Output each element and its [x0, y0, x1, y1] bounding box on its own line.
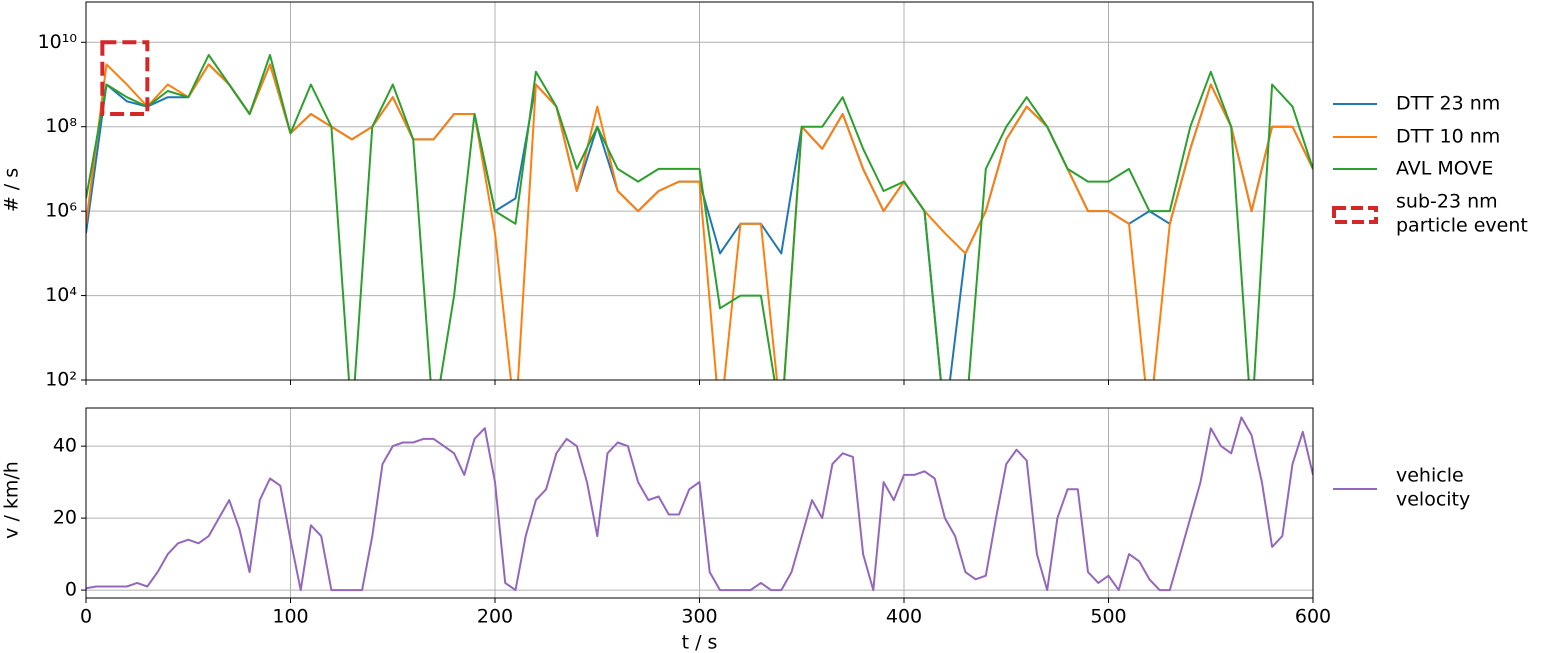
series-line — [86, 54, 1313, 380]
legend-label: sub-23 nm — [1396, 191, 1498, 213]
x-tick-label: 500 — [1090, 606, 1126, 628]
x-tick-label: 400 — [886, 606, 922, 628]
axes-frame — [85, 1, 1314, 381]
legend-label: vehicle — [1396, 465, 1464, 487]
axes-frame — [85, 407, 1314, 599]
x-tick-label: 300 — [681, 606, 717, 628]
y-tick-label: 0 — [65, 579, 77, 601]
y-tick-label: 10¹⁰ — [38, 31, 77, 53]
y-tick-label: 10⁶ — [45, 200, 77, 222]
x-tick-label: 100 — [272, 606, 308, 628]
y-tick-label: 10⁴ — [45, 284, 77, 306]
y-axis-label: v / km/h — [1, 461, 23, 539]
legend-label: particle event — [1396, 215, 1528, 237]
y-tick-label: 10⁸ — [45, 115, 77, 137]
y-tick-label: 40 — [53, 435, 77, 457]
legend-label: DTT 10 nm — [1396, 126, 1500, 148]
y-axis-label: # / s — [1, 168, 23, 212]
legend-swatch — [1332, 206, 1378, 224]
y-tick-label: 10² — [45, 369, 77, 391]
annotation-box — [100, 40, 150, 117]
y-tick-label: 20 — [53, 507, 77, 529]
panel: 10² 10⁴ 10⁶ 10⁸ 10¹⁰ DTT 23 nm DTT 10 nm AVL MO… — [1, 1, 1528, 391]
legend-label: AVL MOVE — [1396, 158, 1493, 180]
x-axis-label: t / s — [682, 632, 718, 653]
legend-label: DTT 23 nm — [1396, 93, 1500, 115]
x-tick-label: 600 — [1295, 606, 1331, 628]
x-tick-label: 0 — [80, 606, 92, 628]
x-tick-label: 200 — [477, 606, 513, 628]
plot-area — [86, 54, 1313, 380]
plot-area — [86, 416, 1313, 592]
series-line — [86, 416, 1313, 592]
legend-label: velocity — [1396, 489, 1470, 511]
